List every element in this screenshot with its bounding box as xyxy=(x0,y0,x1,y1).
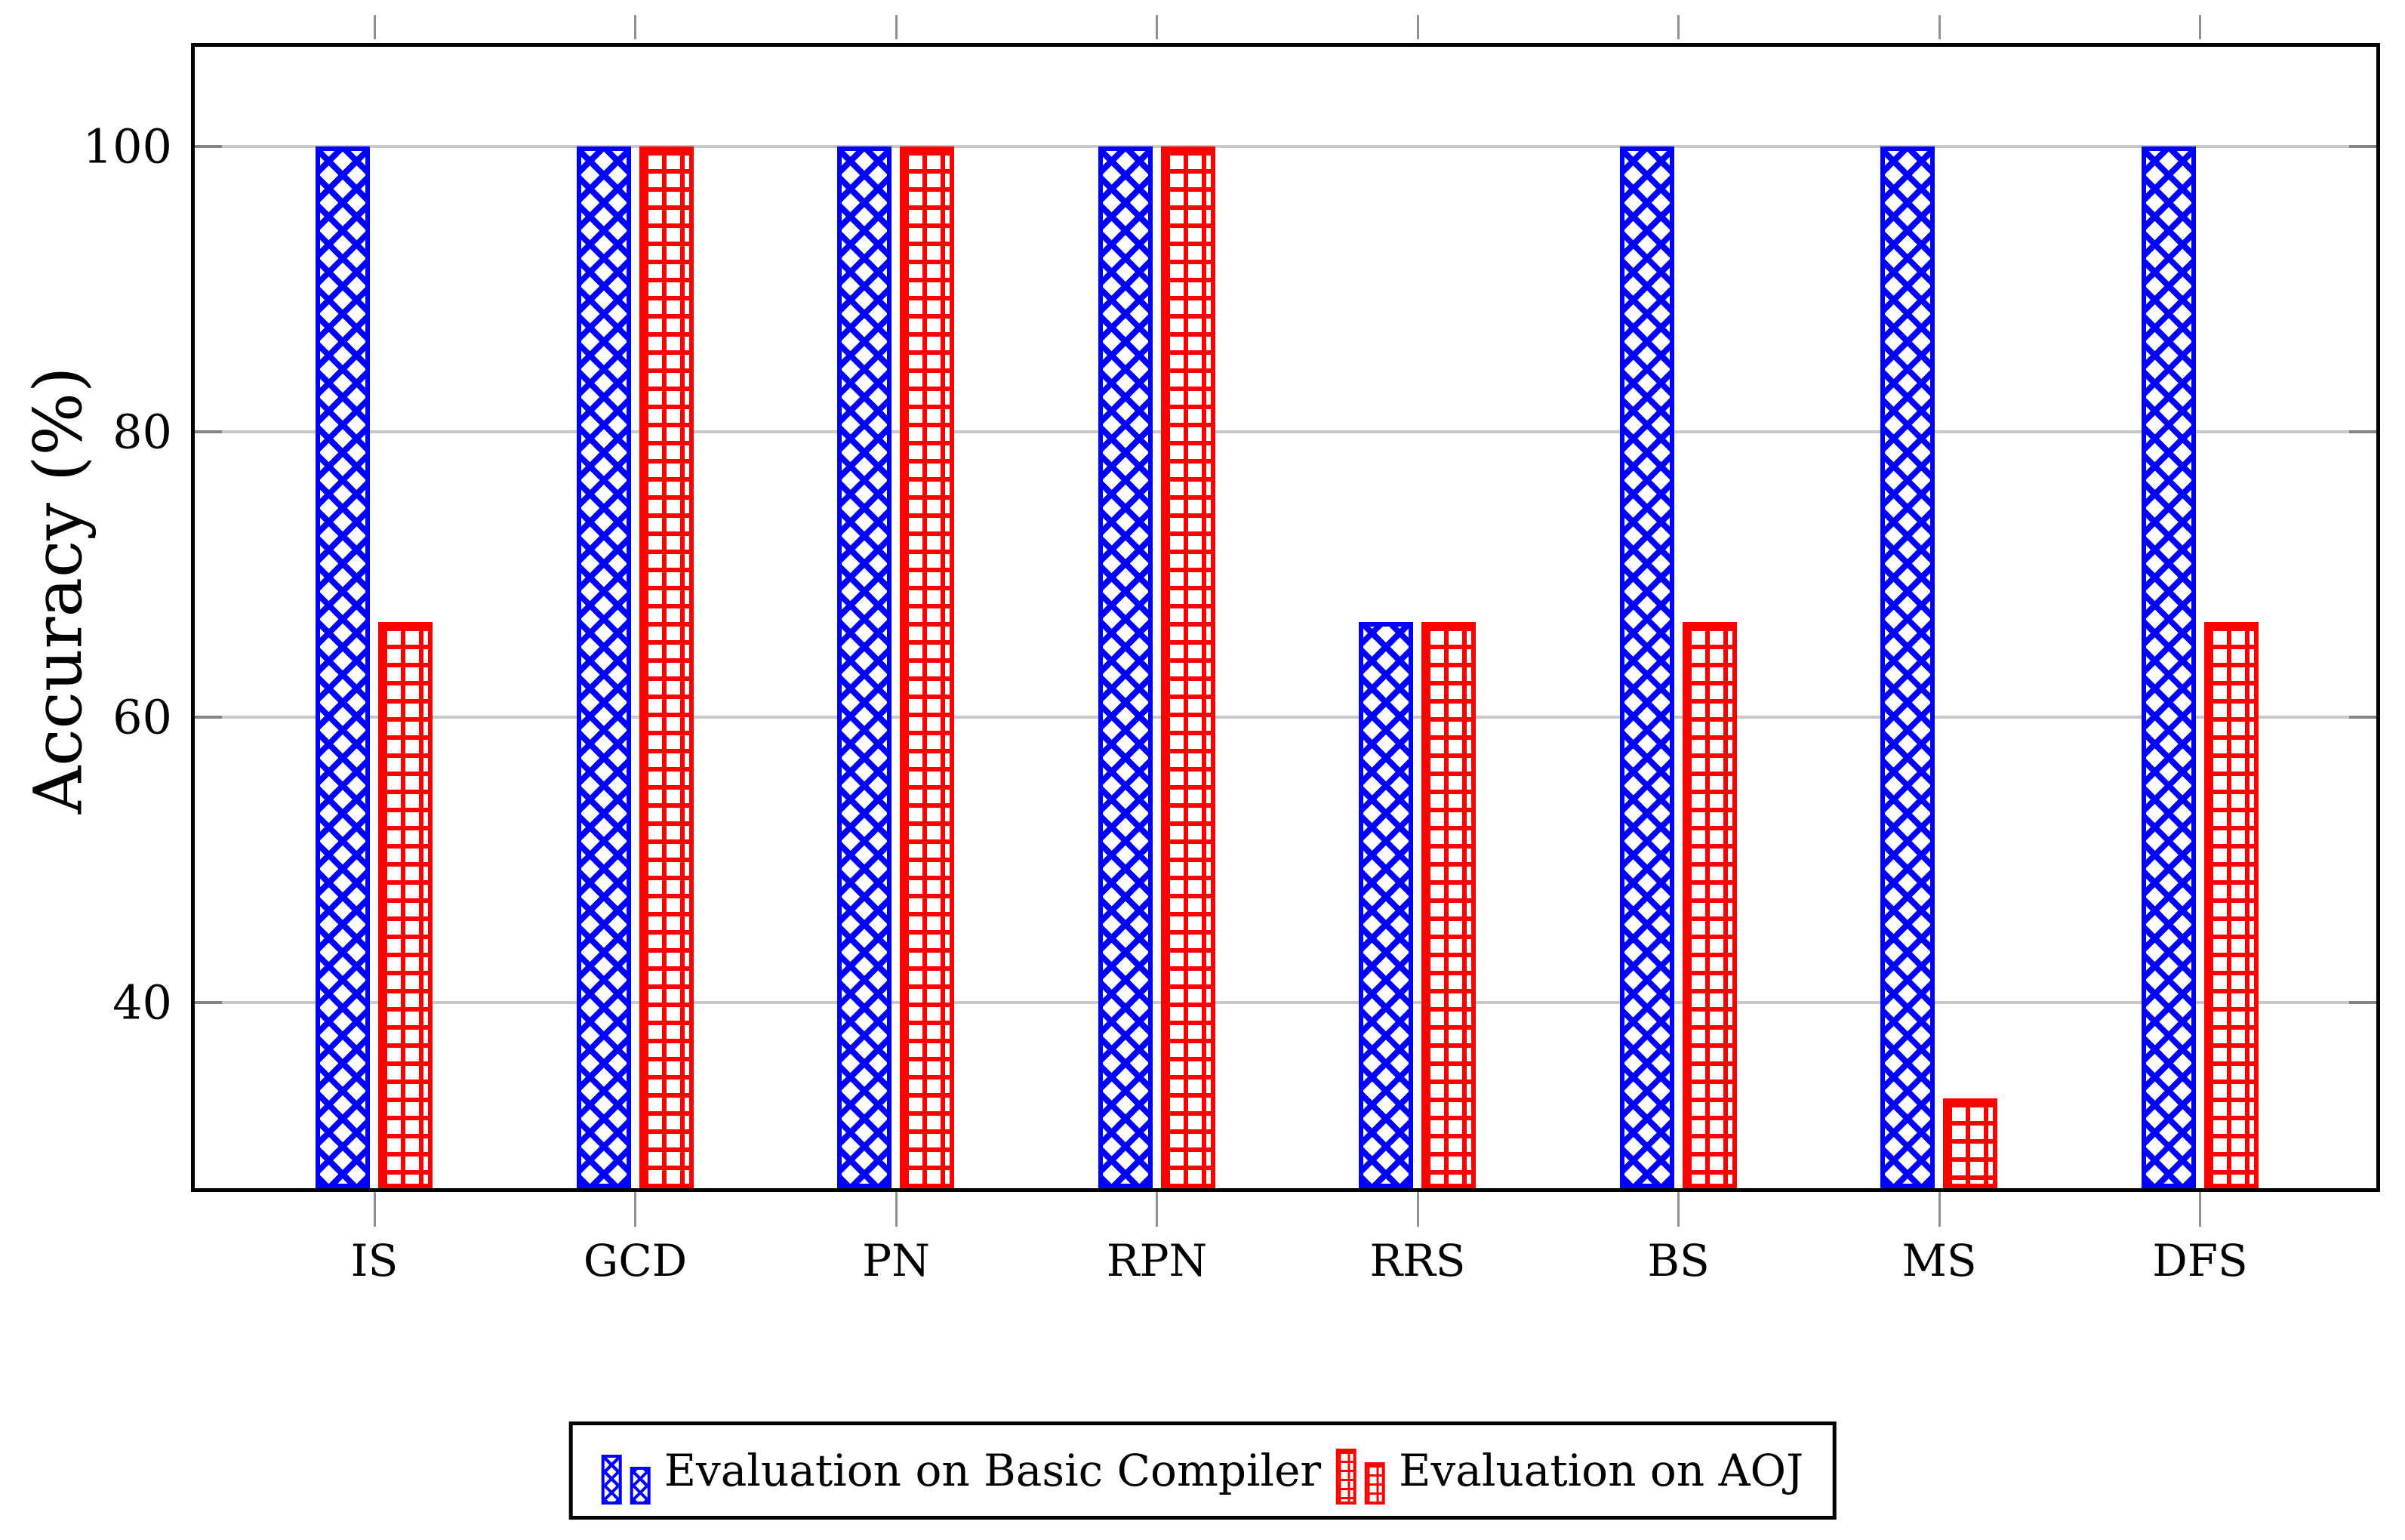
plot-area: IS GCD PN RPN RRS BS MS DFS xyxy=(191,15,2380,1286)
red-grid-bars-icon xyxy=(1336,1441,1386,1505)
x-category-label-MS: MS xyxy=(1902,1235,1977,1286)
x-category-label-BS: BS xyxy=(1647,1235,1710,1286)
bar-RPN-basic-compiler xyxy=(1098,146,1153,1188)
red-bar-swatch xyxy=(1336,1449,1357,1505)
gridline-60 xyxy=(195,716,2376,719)
legend-label-basic-compiler: Evaluation on Basic Compiler xyxy=(664,1445,1322,1496)
y-tick-mark xyxy=(2349,145,2376,149)
x-tick-mark-top xyxy=(373,15,376,39)
legend-label-aoj: Evaluation on AOJ xyxy=(1399,1445,1804,1496)
x-tick-mark-top xyxy=(895,15,898,39)
bar-MS-basic-compiler xyxy=(1880,146,1935,1188)
y-tick-mark xyxy=(195,430,222,434)
y-tick-mark xyxy=(195,1001,222,1005)
y-tick-mark xyxy=(195,145,222,149)
bar-MS-aoj xyxy=(1943,1098,1997,1188)
bar-IS-aoj xyxy=(378,621,433,1188)
x-category-label-PN: PN xyxy=(862,1235,930,1286)
y-tick-label-80: 80 xyxy=(112,404,172,460)
x-tick-mark-bottom xyxy=(2199,1192,2201,1227)
x-tick-mark-bottom xyxy=(1416,1192,1419,1227)
x-tick-mark-top xyxy=(1938,15,1941,39)
chart-legend: Evaluation on Basic Compiler Evaluation … xyxy=(568,1421,1837,1520)
bar-RRS-aoj xyxy=(1421,621,1476,1188)
x-tick-mark-bottom xyxy=(373,1192,376,1227)
bar-GCD-aoj xyxy=(639,146,694,1188)
x-tick-mark-top xyxy=(1416,15,1419,39)
bar-IS-basic-compiler xyxy=(316,146,370,1188)
bar-GCD-basic-compiler xyxy=(576,146,631,1188)
bar-BS-basic-compiler xyxy=(1619,146,1674,1188)
x-tick-mark-bottom xyxy=(1156,1192,1158,1227)
gridline-80 xyxy=(195,430,2376,434)
x-category-label-DFS: DFS xyxy=(2152,1235,2248,1286)
blue-crosshatch-bars-icon xyxy=(601,1441,651,1505)
x-category-label-RRS: RRS xyxy=(1369,1235,1466,1286)
red-bar-swatch xyxy=(1365,1462,1386,1505)
y-tick-mark xyxy=(2349,716,2376,719)
y-tick-label-40: 40 xyxy=(112,975,172,1030)
bar-DFS-basic-compiler xyxy=(2141,146,2196,1188)
x-tick-mark-bottom xyxy=(1938,1192,1941,1227)
x-category-label-RPN: RPN xyxy=(1106,1235,1208,1286)
y-tick-label-100: 100 xyxy=(82,119,172,174)
x-category-label-GCD: GCD xyxy=(583,1235,688,1286)
x-tick-mark-bottom xyxy=(1677,1192,1680,1227)
x-tick-mark-top xyxy=(1677,15,1680,39)
legend-item-basic-compiler: Evaluation on Basic Compiler xyxy=(601,1437,1322,1505)
y-tick-mark xyxy=(195,716,222,719)
bar-PN-basic-compiler xyxy=(837,146,891,1188)
x-tick-mark-top xyxy=(2199,15,2201,39)
y-tick-mark xyxy=(2349,1001,2376,1005)
legend-item-aoj: Evaluation on AOJ xyxy=(1336,1437,1803,1505)
x-tick-mark-bottom xyxy=(634,1192,636,1227)
y-tick-mark xyxy=(2349,430,2376,434)
x-tick-mark-bottom xyxy=(895,1192,898,1227)
bar-RPN-aoj xyxy=(1160,146,1215,1188)
x-category-label-IS: IS xyxy=(350,1235,399,1286)
bar-PN-aoj xyxy=(900,146,954,1188)
bar-RRS-basic-compiler xyxy=(1359,621,1413,1188)
blue-bar-swatch xyxy=(601,1455,622,1505)
blue-bar-swatch xyxy=(630,1467,651,1505)
bar-BS-aoj xyxy=(1682,621,1737,1188)
gridline-100 xyxy=(195,145,2376,149)
y-tick-label-60: 60 xyxy=(112,689,172,745)
x-tick-mark-top xyxy=(634,15,636,39)
gridline-40 xyxy=(195,1001,2376,1005)
bar-DFS-aoj xyxy=(2203,621,2259,1188)
x-tick-mark-top xyxy=(1156,15,1158,39)
plot-content: IS GCD PN RPN RRS BS MS DFS xyxy=(195,15,2376,1286)
